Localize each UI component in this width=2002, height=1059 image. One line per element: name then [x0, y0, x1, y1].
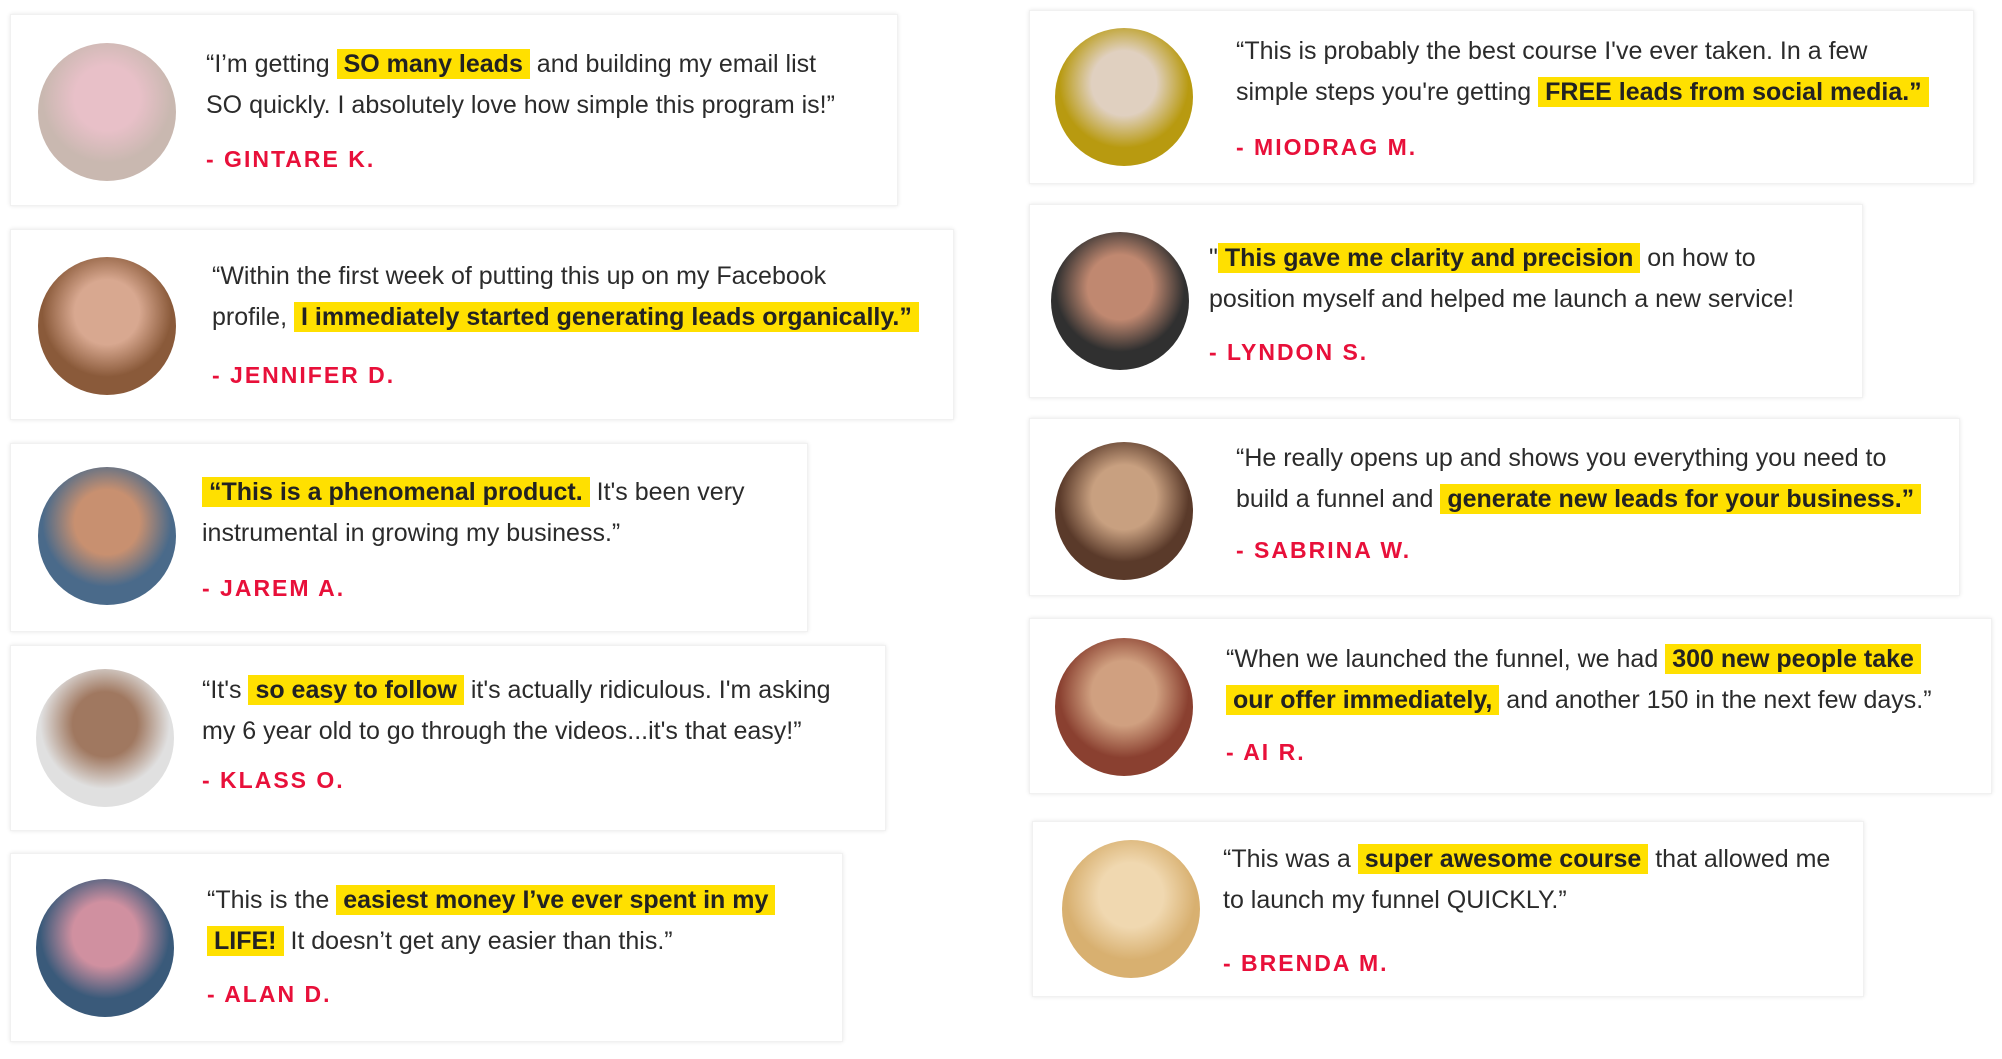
quote-line: our offer immediately, and another 150 i… [1226, 680, 1932, 721]
quote-text: it's actually ridiculous. I'm asking [463, 676, 831, 704]
quote-text: position myself and helped me launch a n… [1209, 285, 1795, 313]
quote-text: and building my email list [529, 50, 817, 78]
testimonial-quote: “It's so easy to follow it's actually ri… [202, 670, 831, 752]
quote-text: and another 150 in the next few days.” [1499, 686, 1932, 714]
quote-line: “It's so easy to follow it's actually ri… [202, 670, 831, 711]
highlighted-text: “This is a phenomenal product. [202, 477, 590, 507]
highlighted-text: super awesome course [1357, 844, 1649, 874]
quote-line: “This was a super awesome course that al… [1223, 839, 1830, 880]
testimonial-quote: “This is probably the best course I've e… [1236, 31, 1929, 113]
testimonial-author: - JAREM A. [202, 575, 346, 601]
quote-text: profile, [212, 303, 294, 331]
quote-line: position myself and helped me launch a n… [1209, 279, 1794, 320]
quote-text: “Within the first week of putting this u… [212, 262, 827, 290]
highlighted-text: I immediately started generating leads o… [293, 302, 919, 332]
quote-text: “I’m getting [206, 50, 337, 78]
highlighted-text: 300 new people take [1665, 644, 1921, 674]
avatar [1062, 840, 1200, 978]
quote-text: “This was a [1223, 845, 1358, 873]
testimonial-quote: " This gave me clarity and precision on h… [1209, 238, 1794, 320]
quote-text: on how to [1640, 244, 1756, 272]
testimonial-author: - AI R. [1226, 739, 1306, 765]
avatar [38, 257, 176, 395]
testimonial-quote: “He really opens up and shows you everyt… [1236, 438, 1922, 520]
highlighted-text: our offer immediately, [1226, 685, 1500, 715]
highlighted-text: FREE leads from social media.” [1538, 77, 1929, 107]
quote-line: " This gave me clarity and precision on h… [1209, 238, 1794, 279]
quote-text: “This is probably the best course I've e… [1236, 37, 1868, 65]
quote-text: “He really opens up and shows you everyt… [1236, 444, 1887, 472]
testimonial-quote: “I’m getting SO many leads and building … [206, 44, 835, 126]
quote-line: “When we launched the funnel, we had 300… [1226, 639, 1932, 680]
testimonial-author: - MIODRAG M. [1236, 134, 1418, 160]
avatar [36, 879, 174, 1017]
quote-line: “This is the easiest money I’ve ever spe… [207, 880, 776, 921]
highlighted-text: easiest money I’ve ever spent in my [336, 885, 776, 915]
highlighted-text: so easy to follow [248, 675, 464, 705]
quote-text: " [1209, 244, 1218, 272]
quote-text: my 6 year old to go through the videos..… [202, 717, 802, 745]
quote-text: “This is the [207, 886, 337, 914]
quote-line: to launch my funnel QUICKLY.” [1223, 880, 1830, 921]
quote-line: simple steps you're getting FREE leads f… [1236, 72, 1929, 113]
highlighted-text: This gave me clarity and precision [1217, 243, 1641, 273]
quote-line: profile, I immediately started generatin… [212, 297, 919, 338]
avatar [36, 669, 174, 807]
quote-text: “When we launched the funnel, we had [1226, 645, 1666, 673]
quote-line: my 6 year old to go through the videos..… [202, 711, 831, 752]
testimonial-author: - JENNIFER D. [212, 362, 396, 388]
quote-line: “This is a phenomenal product. It's been… [202, 472, 745, 513]
testimonial-author: - LYNDON S. [1209, 339, 1369, 365]
testimonial-author: - KLASS O. [202, 767, 345, 793]
avatar [1055, 638, 1193, 776]
quote-text: that allowed me [1648, 845, 1831, 873]
avatar [1051, 232, 1189, 370]
avatar [1055, 28, 1193, 166]
quote-line: LIFE! It doesn’t get any easier than thi… [207, 921, 775, 962]
testimonial-quote: “Within the first week of putting this u… [212, 256, 919, 338]
quote-line: “He really opens up and shows you everyt… [1236, 438, 1921, 479]
avatar [38, 467, 176, 605]
highlighted-text: LIFE! [207, 926, 284, 956]
testimonial-author: - GINTARE K. [206, 146, 376, 172]
quote-line: SO quickly. I absolutely love how simple… [206, 85, 835, 126]
quote-line: instrumental in growing my business.” [202, 513, 745, 554]
quote-text: build a funnel and [1236, 485, 1441, 513]
testimonial-author: - BRENDA M. [1223, 950, 1389, 976]
avatar [1055, 442, 1193, 580]
quote-line: “Within the first week of putting this u… [212, 256, 919, 297]
quote-text: instrumental in growing my business.” [202, 519, 621, 547]
testimonial-quote: “This is the easiest money I’ve ever spe… [207, 880, 776, 962]
testimonial-quote: “When we launched the funnel, we had 300… [1226, 639, 1932, 721]
quote-text: It's been very [589, 478, 745, 506]
quote-text: to launch my funnel QUICKLY.” [1223, 886, 1567, 914]
quote-line: “This is probably the best course I've e… [1236, 31, 1929, 72]
testimonial-quote: “This is a phenomenal product. It's been… [202, 472, 745, 554]
quote-text: simple steps you're getting [1236, 78, 1539, 106]
quote-text: SO quickly. I absolutely love how simple… [206, 91, 835, 119]
quote-line: “I’m getting SO many leads and building … [206, 44, 835, 85]
testimonial-quote: “This was a super awesome course that al… [1223, 839, 1830, 921]
avatar [38, 43, 176, 181]
testimonial-author: - ALAN D. [207, 981, 332, 1007]
quote-text: “It's [202, 676, 249, 704]
testimonial-author: - SABRINA W. [1236, 537, 1412, 563]
quote-text: It doesn’t get any easier than this.” [283, 927, 673, 955]
highlighted-text: generate new leads for your business.” [1440, 484, 1922, 514]
highlighted-text: SO many leads [336, 49, 530, 79]
quote-line: build a funnel and generate new leads fo… [1236, 479, 1922, 520]
